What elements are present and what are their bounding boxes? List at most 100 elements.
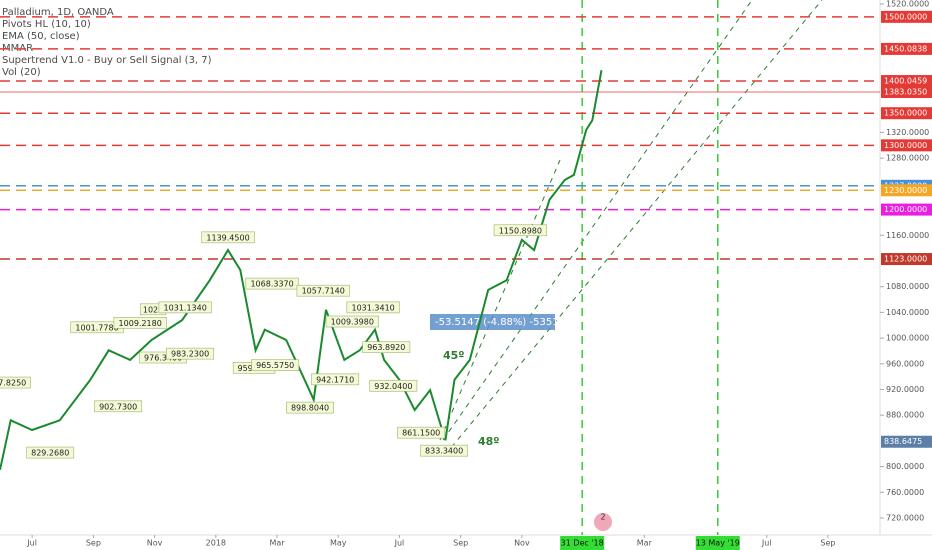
trend-line	[439, 159, 561, 441]
y-tick-label: 1160.0000	[886, 231, 929, 240]
pivot-label: 7.8250	[0, 379, 26, 388]
pivot-box	[420, 444, 469, 457]
level-label: 1500.0000	[884, 12, 927, 21]
pivot-label: 976.3400	[144, 353, 182, 362]
pivot-label: 1139.4500	[206, 233, 249, 242]
pivot-box	[296, 284, 350, 297]
y-tick-label: 760.0000	[886, 488, 924, 497]
pivot-label: 1031.1340	[164, 303, 207, 312]
pivot-box	[166, 347, 214, 360]
pivot-label: 965.5750	[256, 361, 294, 370]
level-box	[881, 85, 932, 98]
pivot-box	[113, 317, 167, 329]
pivot-label: 942.1710	[316, 375, 354, 384]
legend-indicator: Supertrend V1.0 - Buy or Sell Signal (3,…	[2, 55, 212, 66]
x-tick-label: Nov	[514, 539, 530, 548]
pivot-label: 963.8920	[367, 343, 405, 352]
price-line	[0, 70, 603, 471]
level-label: 1350.0000	[884, 109, 927, 118]
level-label: 1400.0459	[884, 77, 927, 86]
pivot-label: 983.2300	[171, 350, 209, 359]
pivot-box	[325, 315, 379, 328]
level-label: 1300.0000	[884, 141, 927, 150]
pivot-label: 902.7300	[99, 402, 137, 411]
pivot-box	[94, 400, 143, 413]
level-box	[881, 42, 932, 55]
legend-indicator: Pivots HL (10, 10)	[2, 19, 91, 30]
level-box	[881, 253, 932, 266]
pivot-box	[493, 224, 547, 237]
y-tick-label: 880.0000	[886, 411, 924, 420]
pivot-label: 1150.8980	[499, 226, 542, 235]
level-box	[881, 184, 932, 197]
pivot-box	[397, 426, 446, 439]
x-tick-label: Jul	[26, 539, 37, 548]
level-label: 1230.0000	[884, 186, 927, 195]
y-tick-label: 1040.0000	[886, 308, 929, 317]
level-box	[881, 139, 932, 152]
legend-indicator: EMA (50, close)	[2, 31, 80, 42]
pivot-label: 1009.2180	[119, 319, 162, 328]
x-tick-label: Mar	[269, 539, 285, 548]
x-tick-label: Sep	[86, 539, 101, 548]
pivot-box	[245, 277, 299, 290]
x-tick-label: 2018	[206, 539, 226, 548]
event-badge	[594, 513, 612, 531]
y-tick-label: 1320.0000	[886, 128, 929, 137]
pivot-label: 898.8040	[291, 404, 329, 413]
y-tick-label: 920.0000	[886, 385, 924, 394]
marker-box	[695, 536, 740, 550]
level-box	[881, 75, 932, 88]
pivot-label: 829.2680	[31, 449, 69, 458]
level-box	[881, 435, 932, 448]
badge-label: 2	[600, 513, 605, 522]
level-label: 838.6475	[884, 437, 922, 446]
x-tick-label: Sep	[820, 539, 835, 548]
marker-label: 13 May '19	[696, 539, 740, 548]
pivot-label: 1027	[143, 305, 163, 314]
level-label: 1200.0000	[884, 205, 927, 214]
pivot-label: 932.0400	[374, 382, 412, 391]
pivot-label: 1001.7780	[75, 323, 118, 332]
level-box	[881, 203, 932, 216]
legend-indicator: Vol (20)	[2, 67, 41, 78]
pivot-box	[311, 373, 360, 386]
y-tick-label: 1520.0000	[886, 0, 929, 8]
measure-box	[430, 314, 555, 330]
pivot-label: 1009.3980	[331, 318, 374, 327]
pivot-box	[201, 231, 255, 244]
y-tick-label: 1000.0000	[886, 334, 929, 343]
x-tick-label: Sep	[453, 539, 468, 548]
marker-box	[560, 536, 605, 550]
pivot-label: 861.1500	[402, 429, 440, 438]
pivot-box	[369, 379, 418, 392]
pivot-box	[0, 376, 31, 389]
trend-line	[444, 0, 823, 456]
level-label: 1383.0350	[884, 87, 927, 96]
y-tick-label: 800.0000	[886, 462, 924, 471]
y-tick-label: 1080.0000	[886, 282, 929, 291]
pivot-box	[362, 341, 411, 354]
pivot-box	[26, 446, 75, 459]
level-box	[881, 107, 932, 120]
legend-title: Palladium, 1D, OANDA	[2, 7, 114, 18]
y-tick-label: 1280.0000	[886, 154, 929, 163]
angle-label: 45º	[443, 349, 465, 362]
pivot-label: 1057.7140	[302, 287, 345, 296]
level-label: 1123.0000	[884, 255, 927, 264]
x-tick-label: Jul	[761, 539, 772, 548]
x-tick-label: Jul	[394, 539, 405, 548]
pivot-box	[251, 359, 300, 372]
angle-label: 48º	[478, 435, 500, 448]
pivot-box	[286, 401, 334, 414]
level-box	[881, 10, 932, 23]
y-tick-label: 720.0000	[886, 513, 924, 522]
marker-label: 31 Dec '18	[561, 539, 604, 548]
measure-label: -53.5147 (-4.88%) -5351	[435, 317, 559, 328]
pivot-box	[346, 301, 400, 314]
pivot-label: 1031.3410	[351, 303, 394, 312]
pivot-box	[158, 301, 212, 314]
x-tick-label: May	[330, 539, 347, 548]
